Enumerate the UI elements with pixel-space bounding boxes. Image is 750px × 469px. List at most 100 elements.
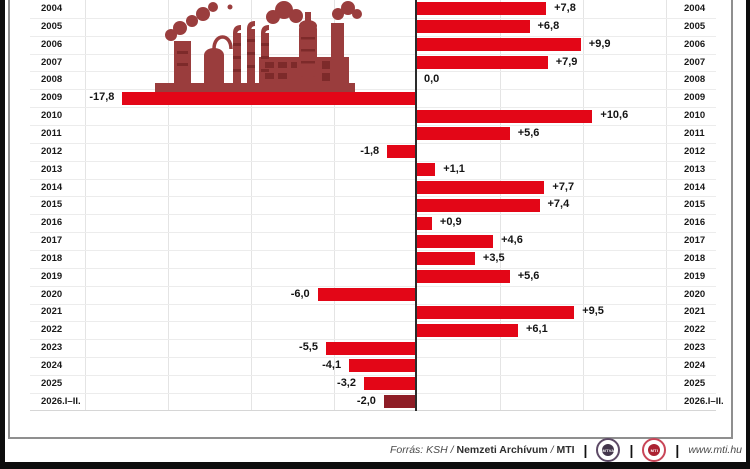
year-label-left: 2017 [41, 235, 63, 247]
value-bar [387, 145, 417, 159]
gridline-vertical [334, 0, 335, 410]
bar-value-label: +0,9 [439, 216, 462, 229]
value-bar [417, 127, 510, 141]
year-label-right: 2026.I–II. [684, 395, 724, 407]
year-label-left: 2016 [41, 217, 63, 229]
year-label-left: 2004 [41, 3, 63, 14]
gridline-vertical [168, 0, 169, 410]
row-separator [30, 249, 716, 251]
year-label-right: 2013 [684, 163, 706, 175]
year-label-right: 2010 [684, 110, 706, 122]
bar-value-label: -4,1 [322, 359, 342, 371]
row-separator [30, 142, 716, 144]
bar-value-label: +7,7 [552, 180, 575, 193]
bar-value-label: +7,9 [555, 55, 578, 68]
year-label-right: 2023 [684, 342, 706, 354]
row-separator [30, 125, 716, 126]
year-label-left: 2013 [41, 163, 63, 175]
year-label-left: 2007 [41, 56, 63, 68]
year-label-left: 2006 [41, 38, 63, 50]
bar-value-label: 0,0 [424, 73, 440, 86]
bar-value-label: +9,5 [582, 305, 604, 318]
row-separator [30, 160, 716, 162]
value-bar [417, 270, 510, 284]
year-label-right: 2009 [684, 92, 706, 104]
bar-value-label: -3,2 [337, 376, 356, 389]
year-label-right: 2004 [684, 3, 706, 14]
row-separator [30, 214, 716, 216]
row-separator [30, 196, 716, 198]
mtva-logo-icon: MTVA [596, 438, 621, 462]
year-label-left: 2009 [41, 92, 63, 104]
row-separator [30, 374, 716, 376]
year-label-right: 2020 [684, 288, 706, 300]
website-url: www.mti.hu [688, 444, 742, 456]
year-label-right: 2021 [684, 306, 706, 318]
image-border-right [746, 0, 750, 469]
bar-value-label: -1,8 [360, 144, 380, 157]
year-label-right: 2019 [684, 270, 706, 282]
value-bar [417, 216, 432, 230]
bar-value-label: +5,6 [517, 269, 540, 282]
year-label-right: 2008 [684, 74, 706, 86]
gridline-vertical [251, 0, 252, 410]
row-separator [30, 89, 716, 91]
value-bar [417, 305, 575, 319]
year-label-left: 2008 [41, 74, 63, 86]
row-separator [30, 107, 716, 109]
value-bar [417, 20, 530, 34]
year-label-right: 2007 [684, 56, 706, 68]
footer-source-bar: Forrás: KSH / Nemzeti Archívum / MTI | M… [380, 438, 742, 462]
row-separator [30, 392, 716, 394]
year-label-right: 2022 [684, 324, 706, 336]
separator-bar: | [583, 442, 588, 458]
gridline-vertical [666, 0, 667, 410]
year-label-right: 2024 [684, 360, 706, 371]
year-label-left: 2015 [41, 199, 63, 211]
value-bar [417, 56, 548, 69]
value-bar [417, 252, 475, 266]
row-separator [30, 303, 716, 305]
row-separator [30, 267, 716, 269]
value-bar [417, 180, 545, 194]
year-label-right: 2017 [684, 235, 706, 247]
plot-bottom-line [30, 410, 716, 411]
year-label-left: 2020 [41, 288, 63, 300]
mti-logo-icon: MTI [642, 438, 667, 462]
row-separator [30, 71, 716, 73]
year-label-left: 2021 [41, 306, 63, 318]
year-label-right: 2016 [684, 217, 706, 229]
value-bar [326, 341, 417, 355]
row-separator [30, 339, 716, 341]
year-label-right: 2006 [684, 38, 706, 50]
value-bar [417, 198, 540, 212]
value-bar [364, 377, 417, 391]
year-label-right: 2005 [684, 20, 706, 32]
year-label-left: 2025 [41, 377, 63, 389]
separator-bar: | [629, 442, 634, 458]
image-border-bottom [0, 462, 750, 469]
value-bar [349, 359, 417, 373]
year-label-right: 2012 [684, 145, 706, 157]
row-separator [30, 17, 716, 19]
gridline-vertical [583, 0, 584, 410]
bar-value-label: +6,8 [537, 19, 560, 32]
year-label-right: 2014 [684, 181, 706, 193]
value-bar [383, 395, 417, 409]
bar-value-label: +9,9 [588, 37, 611, 50]
year-label-left: 2019 [41, 270, 63, 282]
year-label-left: 2005 [41, 20, 63, 32]
row-separator [30, 53, 716, 55]
value-bar [417, 2, 547, 16]
row-separator [30, 232, 716, 234]
bar-value-label: +1,1 [443, 162, 465, 175]
bar-value-label: -2,0 [356, 394, 376, 407]
bar-value-label: -6,0 [290, 287, 310, 300]
row-separator [30, 35, 716, 37]
year-label-left: 2014 [41, 181, 63, 193]
value-bar [317, 288, 417, 301]
year-label-left: 2026.I–II. [41, 395, 81, 407]
bar-value-label: +7,4 [547, 198, 570, 211]
zero-axis-line [415, 0, 417, 411]
